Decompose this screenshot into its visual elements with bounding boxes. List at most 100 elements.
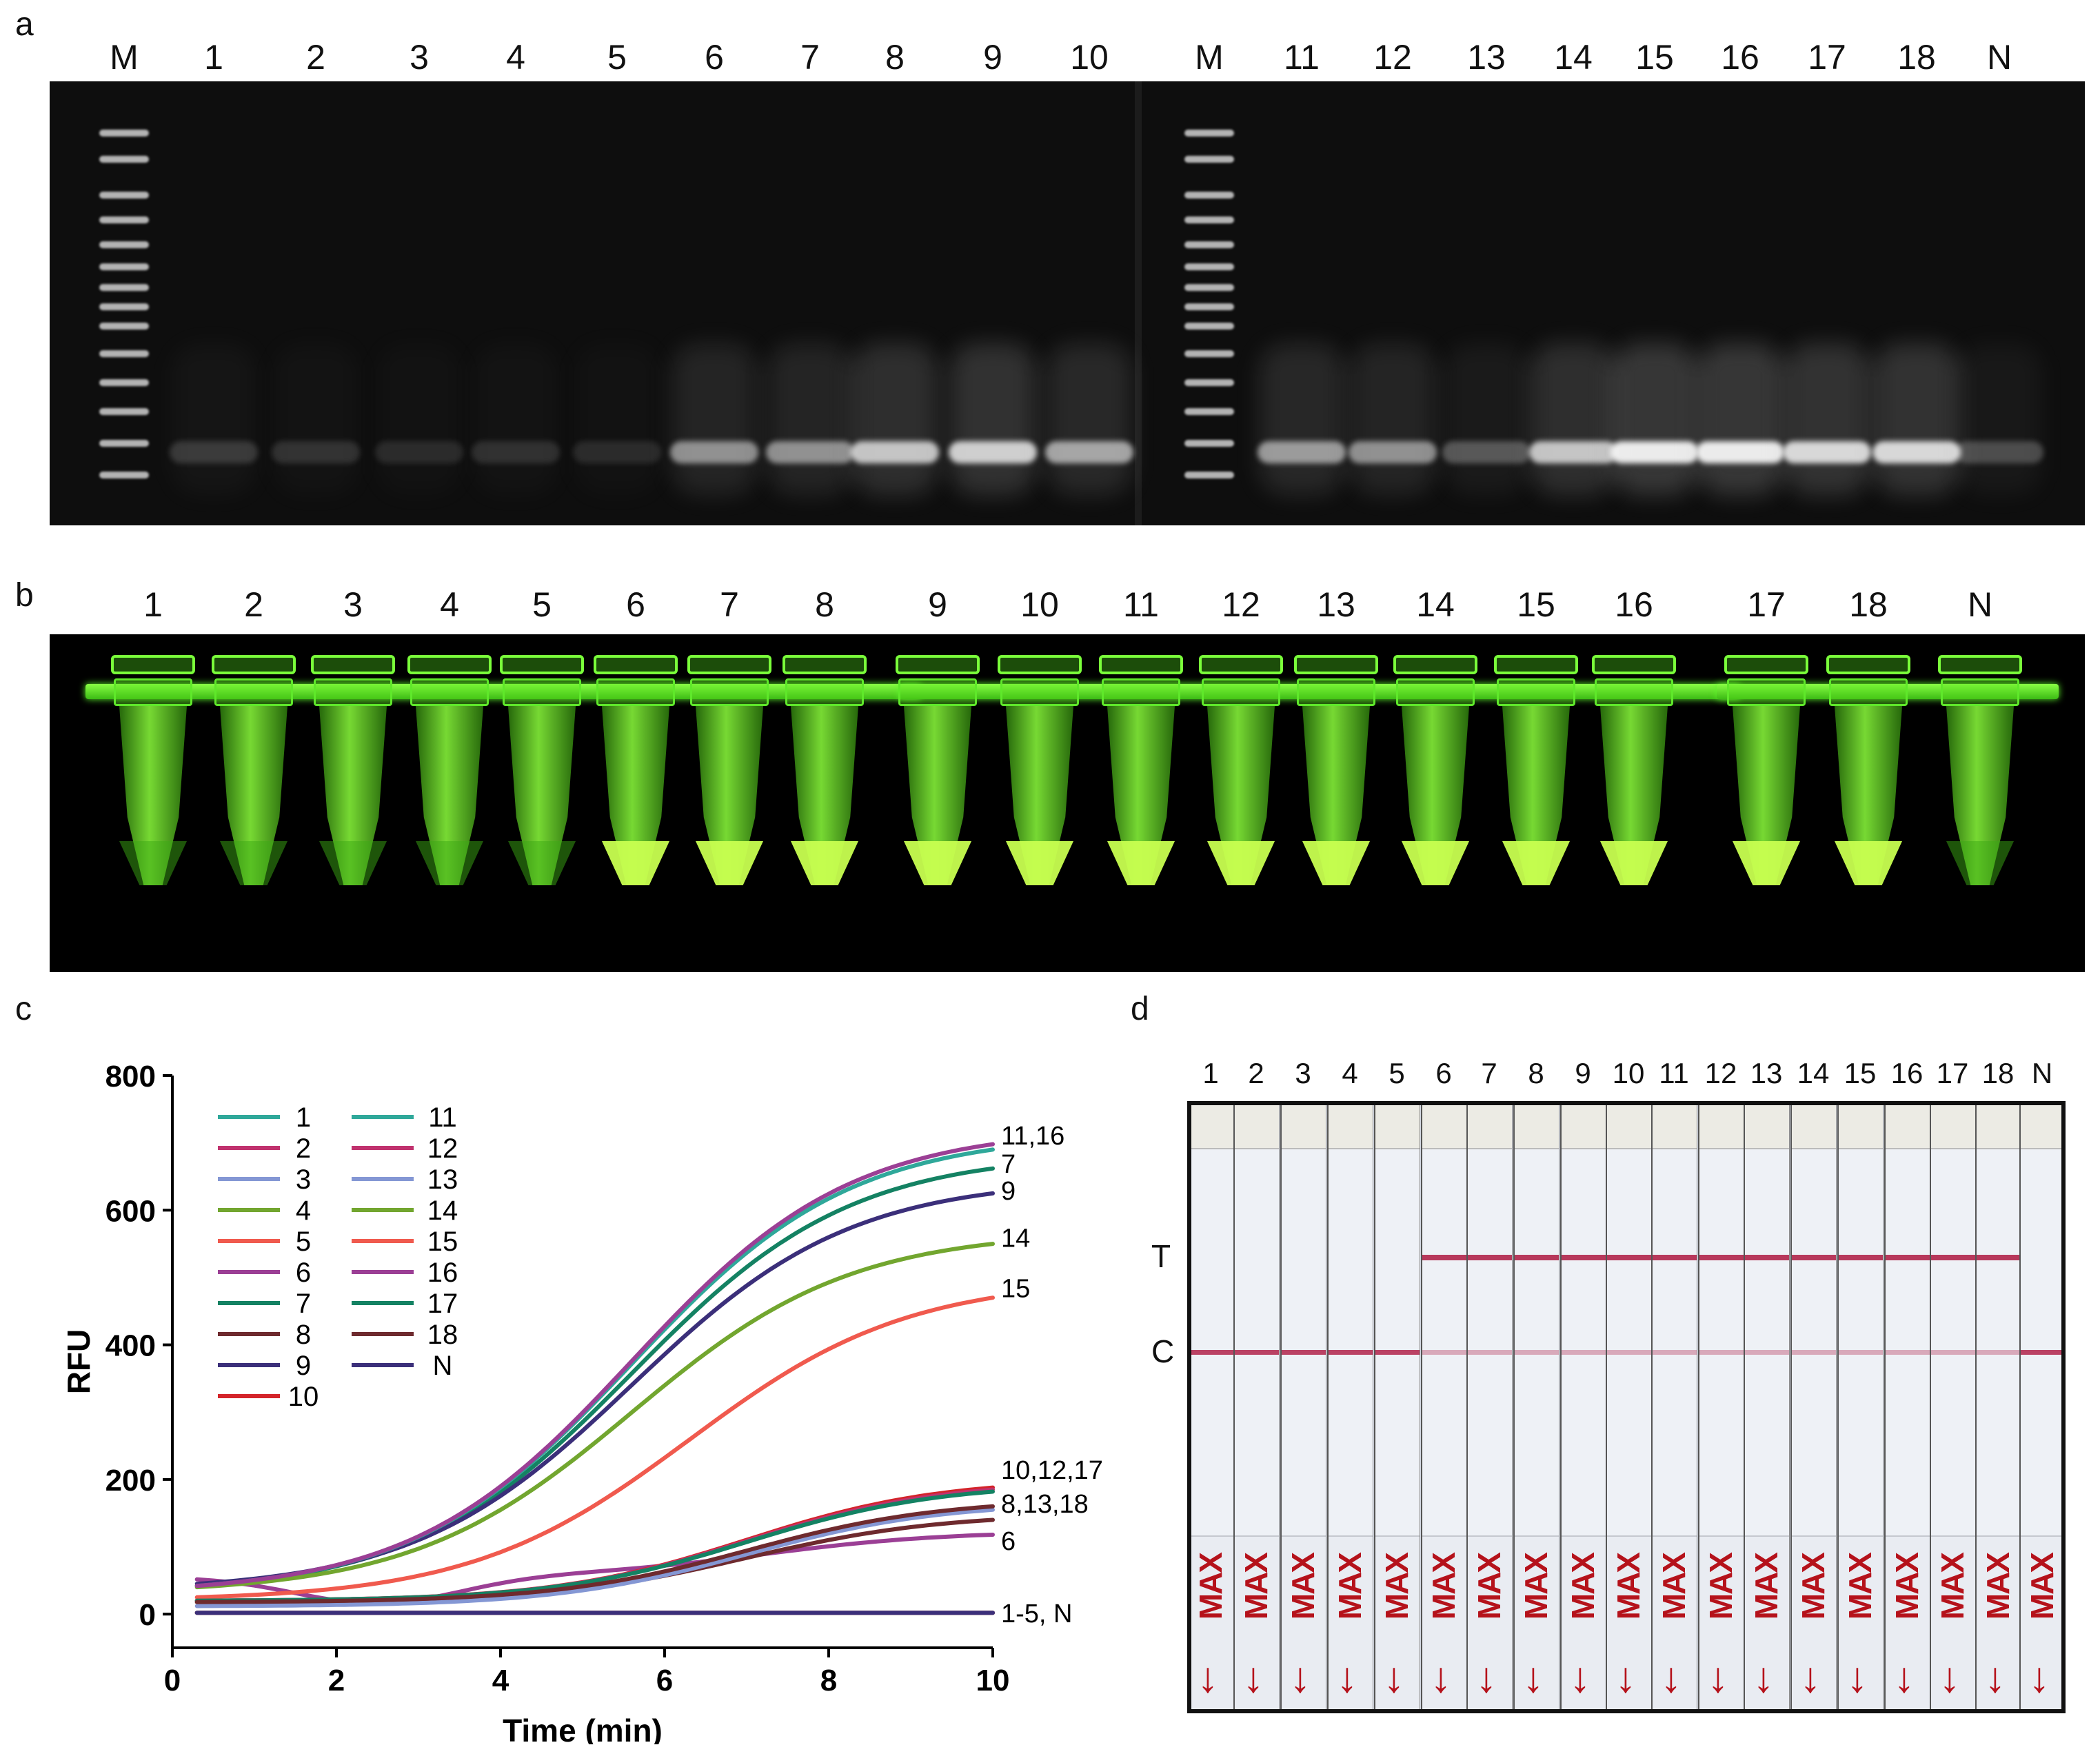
ladder-band xyxy=(1184,472,1234,478)
reaction-tube xyxy=(683,655,776,903)
x-tick-label: 4 xyxy=(492,1664,509,1697)
tube-lane-label-1: 2 xyxy=(244,585,263,624)
gel-lane-label-0: M xyxy=(110,38,139,77)
series-line-15 xyxy=(194,1295,995,1600)
gel-lane-label-10: 10 xyxy=(1070,38,1109,77)
gel-lane-label-20: N xyxy=(1986,38,2012,77)
ladder-band xyxy=(99,408,149,415)
test-strip: MAX ↓ xyxy=(1929,1105,1976,1709)
strip-lane-label-7: 8 xyxy=(1528,1057,1544,1089)
panel-label-c: c xyxy=(15,991,32,1027)
arrow-icon: ↓ xyxy=(1939,1654,1961,1702)
gel-smear xyxy=(473,343,558,495)
legend-label-5: 5 xyxy=(296,1227,311,1257)
ladder-band xyxy=(99,379,149,386)
reaction-tube xyxy=(1095,655,1187,903)
y-axis-label: RFU xyxy=(62,1329,97,1395)
reaction-tube xyxy=(1490,655,1582,903)
ladder-band xyxy=(99,156,149,163)
gel-smear xyxy=(852,343,938,495)
gel-lane-label-16: 15 xyxy=(1635,38,1674,77)
end-label: 15 xyxy=(1001,1275,1030,1304)
series-line-14 xyxy=(194,1242,995,1590)
c-line-label: C xyxy=(1151,1333,1175,1369)
panel-label-b: b xyxy=(15,577,34,614)
gel-smear xyxy=(574,343,660,495)
tube-lane-label-18: N xyxy=(1967,585,1993,624)
reaction-tube xyxy=(208,655,300,903)
gel-lane-label-6: 6 xyxy=(705,38,724,77)
arrow-icon: ↓ xyxy=(1893,1654,1915,1702)
reaction-tube xyxy=(778,655,871,903)
strip-lane-label-4: 5 xyxy=(1389,1057,1405,1089)
test-strip: MAX ↓ xyxy=(1605,1105,1652,1709)
reaction-tube xyxy=(1720,655,1813,903)
agarose-gel-image xyxy=(50,81,2085,525)
ladder-band xyxy=(99,350,149,357)
reaction-tube xyxy=(1822,655,1915,903)
gel-smear xyxy=(171,343,256,495)
end-label: 7 xyxy=(1001,1150,1016,1179)
max-label: MAX xyxy=(1517,1553,1554,1620)
max-label: MAX xyxy=(1192,1553,1229,1620)
gel-smear xyxy=(950,343,1036,495)
gel-band xyxy=(851,441,939,463)
test-strip: MAX ↓ xyxy=(1884,1105,1930,1709)
max-label: MAX xyxy=(1378,1553,1415,1620)
legend-label-N: N xyxy=(433,1351,453,1381)
panel-label-a: a xyxy=(15,6,34,43)
gel-band xyxy=(949,441,1037,463)
tube-lane-label-0: 1 xyxy=(143,585,163,624)
max-label: MAX xyxy=(1284,1553,1321,1620)
tube-cap-strip-3 xyxy=(1717,684,2059,699)
ladder-band xyxy=(99,472,149,478)
reaction-tube xyxy=(1389,655,1482,903)
strip-lane-label-2: 3 xyxy=(1295,1057,1311,1089)
tube-lane-label-12: 13 xyxy=(1317,585,1355,624)
gel-lane-label-13: 12 xyxy=(1373,38,1412,77)
test-strip: MAX ↓ xyxy=(1697,1105,1744,1709)
ladder-band xyxy=(1184,216,1234,223)
ladder-band xyxy=(1184,379,1234,386)
test-strip: MAX ↓ xyxy=(1233,1105,1280,1709)
series-line-18 xyxy=(194,1504,995,1604)
arrow-icon: ↓ xyxy=(1660,1654,1682,1702)
gel-band xyxy=(472,441,560,463)
series-line-13 xyxy=(194,1507,995,1608)
arrow-icon: ↓ xyxy=(1799,1654,1821,1702)
t-line-label: T xyxy=(1151,1238,1171,1274)
tube-lane-label-5: 6 xyxy=(626,585,645,624)
test-strip: MAX ↓ xyxy=(1191,1105,1234,1709)
gel-band xyxy=(1872,441,1961,463)
gel-smear xyxy=(767,343,853,495)
strip-lane-label-18: N xyxy=(2031,1057,2053,1089)
x-tick-label: 8 xyxy=(820,1664,837,1697)
gel-band xyxy=(1955,441,2043,463)
gel-smear xyxy=(1259,343,1344,495)
gel-smear xyxy=(1350,343,1435,495)
max-label: MAX xyxy=(1564,1553,1601,1620)
end-label: 10,12,17 xyxy=(1001,1456,1103,1485)
x-axis-label: Time (min) xyxy=(503,1713,663,1744)
test-strip: MAX ↓ xyxy=(1559,1105,1606,1709)
max-label: MAX xyxy=(1425,1553,1462,1620)
strip-lane-label-3: 4 xyxy=(1342,1057,1358,1089)
tube-lane-label-9: 10 xyxy=(1020,585,1059,624)
gel-lane-label-9: 9 xyxy=(983,38,1002,77)
ladder-band xyxy=(99,241,149,248)
max-label: MAX xyxy=(1888,1553,1925,1620)
max-label: MAX xyxy=(1655,1553,1692,1620)
arrow-icon: ↓ xyxy=(2028,1654,2050,1702)
y-tick-label: 400 xyxy=(105,1329,156,1363)
test-strip: MAX ↓ xyxy=(1466,1105,1513,1709)
max-label: MAX xyxy=(1934,1553,1970,1620)
arrow-icon: ↓ xyxy=(1289,1654,1311,1702)
legend-label-14: 14 xyxy=(427,1196,458,1226)
gel-smear xyxy=(672,343,757,495)
gel-lane-label-2: 2 xyxy=(306,38,325,77)
gel-lane-label-14: 13 xyxy=(1467,38,1506,77)
arrow-icon: ↓ xyxy=(1569,1654,1591,1702)
gel-lane-label-18: 17 xyxy=(1808,38,1846,77)
gel-band xyxy=(1442,441,1531,463)
legend-label-7: 7 xyxy=(296,1289,311,1319)
